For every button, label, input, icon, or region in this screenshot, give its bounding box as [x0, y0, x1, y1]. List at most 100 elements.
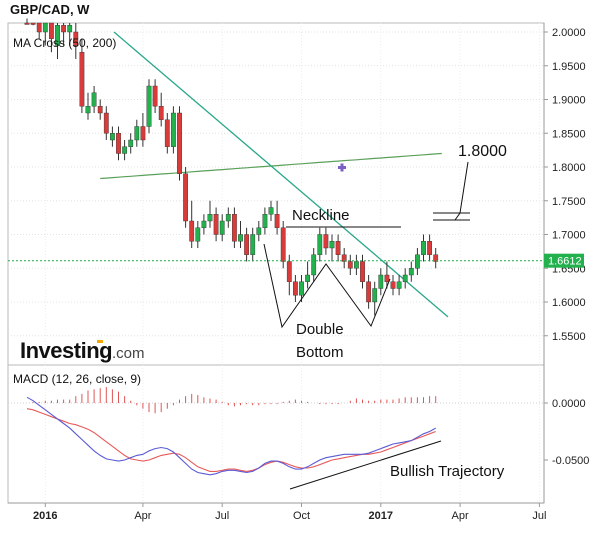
candle	[116, 126, 121, 161]
candle	[268, 200, 274, 221]
downtrend-line	[113, 31, 449, 318]
candle	[183, 167, 188, 228]
candle	[164, 113, 170, 154]
candle-body	[360, 261, 365, 282]
candle	[354, 254, 359, 275]
candle	[195, 221, 201, 248]
candle	[146, 79, 152, 134]
candle-body	[128, 139, 134, 147]
double-bottom-lines	[263, 243, 391, 329]
candle	[219, 214, 225, 242]
candle	[360, 254, 365, 289]
candle-body	[372, 288, 378, 303]
logo-suffix: .com	[112, 345, 145, 362]
candle-body	[299, 281, 304, 296]
trajectory-label: Bullish Trajectory	[390, 463, 505, 480]
candle	[207, 200, 213, 228]
candle-body	[207, 214, 213, 222]
candle	[103, 106, 109, 140]
candle	[347, 254, 353, 275]
candle	[73, 23, 79, 59]
candle-body	[274, 214, 280, 228]
candle-body	[122, 146, 128, 154]
candle-body	[219, 220, 225, 235]
candle	[421, 234, 426, 262]
candle	[55, 23, 60, 59]
candle	[408, 261, 414, 282]
time-tick-label: 2016	[33, 510, 57, 522]
candle-body	[42, 22, 48, 33]
candle	[390, 275, 396, 296]
ma-cross-label: MA Cross (50, 200)	[13, 36, 116, 50]
candle-body	[238, 234, 243, 242]
chart-title: GBP/CAD, W	[10, 2, 90, 17]
candle	[97, 99, 103, 120]
candle-body	[433, 254, 439, 262]
candle	[396, 275, 402, 296]
double-label: Double	[296, 321, 344, 338]
price-tick-label: 1.8500	[552, 128, 586, 140]
candle-body	[152, 85, 158, 107]
price-tick-label: 1.8000	[552, 162, 586, 174]
ma-cross-marker	[338, 163, 346, 172]
candle-body	[79, 52, 85, 107]
candle-body	[323, 234, 329, 249]
candle	[262, 207, 268, 235]
candle	[30, 22, 36, 26]
macd-histogram	[32, 387, 437, 414]
time-tick-label: Jul	[215, 510, 229, 522]
candle	[67, 23, 73, 46]
candle-body	[293, 281, 298, 296]
candlesticks	[24, 18, 439, 316]
candle	[311, 248, 317, 282]
candle	[384, 261, 390, 289]
candle	[274, 200, 280, 235]
candle-body	[311, 254, 317, 276]
time-tick-label: Oct	[293, 510, 310, 522]
candle-body	[256, 227, 262, 235]
double-bottom-drawing	[263, 161, 470, 490]
investing-logo: Investing .com	[20, 338, 145, 363]
time-tick-label: Apr	[452, 510, 469, 522]
candle	[189, 200, 195, 248]
candle-body	[305, 274, 310, 282]
price-tick-label: 2.0000	[552, 27, 586, 39]
candle	[372, 281, 378, 316]
candle	[433, 248, 439, 269]
candle	[280, 221, 286, 269]
candle-body	[67, 25, 73, 33]
candle-body	[183, 173, 188, 222]
candle-body	[329, 241, 335, 249]
candle	[201, 214, 207, 235]
candle-body	[354, 261, 359, 269]
macd-line	[26, 396, 436, 476]
macd-signal-line	[26, 408, 436, 472]
macd-axis: 0.0000 -0.0500	[544, 398, 589, 467]
candle-body	[286, 261, 292, 282]
candle-body	[164, 119, 170, 147]
candle-body	[49, 22, 54, 39]
candle	[366, 275, 371, 309]
candle	[250, 227, 256, 262]
candle-body	[378, 274, 384, 289]
candle-body	[415, 254, 420, 269]
candle-body	[30, 22, 36, 25]
candle	[378, 268, 384, 296]
candle-body	[402, 274, 408, 282]
candle-body	[195, 227, 201, 242]
candle	[85, 92, 91, 120]
time-tick-label: Apr	[134, 510, 151, 522]
candle	[79, 38, 85, 113]
macd-tick-label: 0.0000	[552, 398, 586, 410]
candle	[256, 221, 262, 242]
candle-body	[317, 234, 323, 255]
price-tick-label: 1.6000	[552, 297, 586, 309]
candle-body	[347, 261, 353, 269]
candle-body	[85, 106, 91, 114]
price-axis: 2.0000 1.9500 1.9000 1.8500 1.8000 1.7500 1.70…	[544, 27, 586, 343]
candle-body	[134, 126, 140, 141]
candle	[299, 275, 304, 302]
candle	[329, 234, 335, 262]
candle-body	[244, 234, 249, 255]
